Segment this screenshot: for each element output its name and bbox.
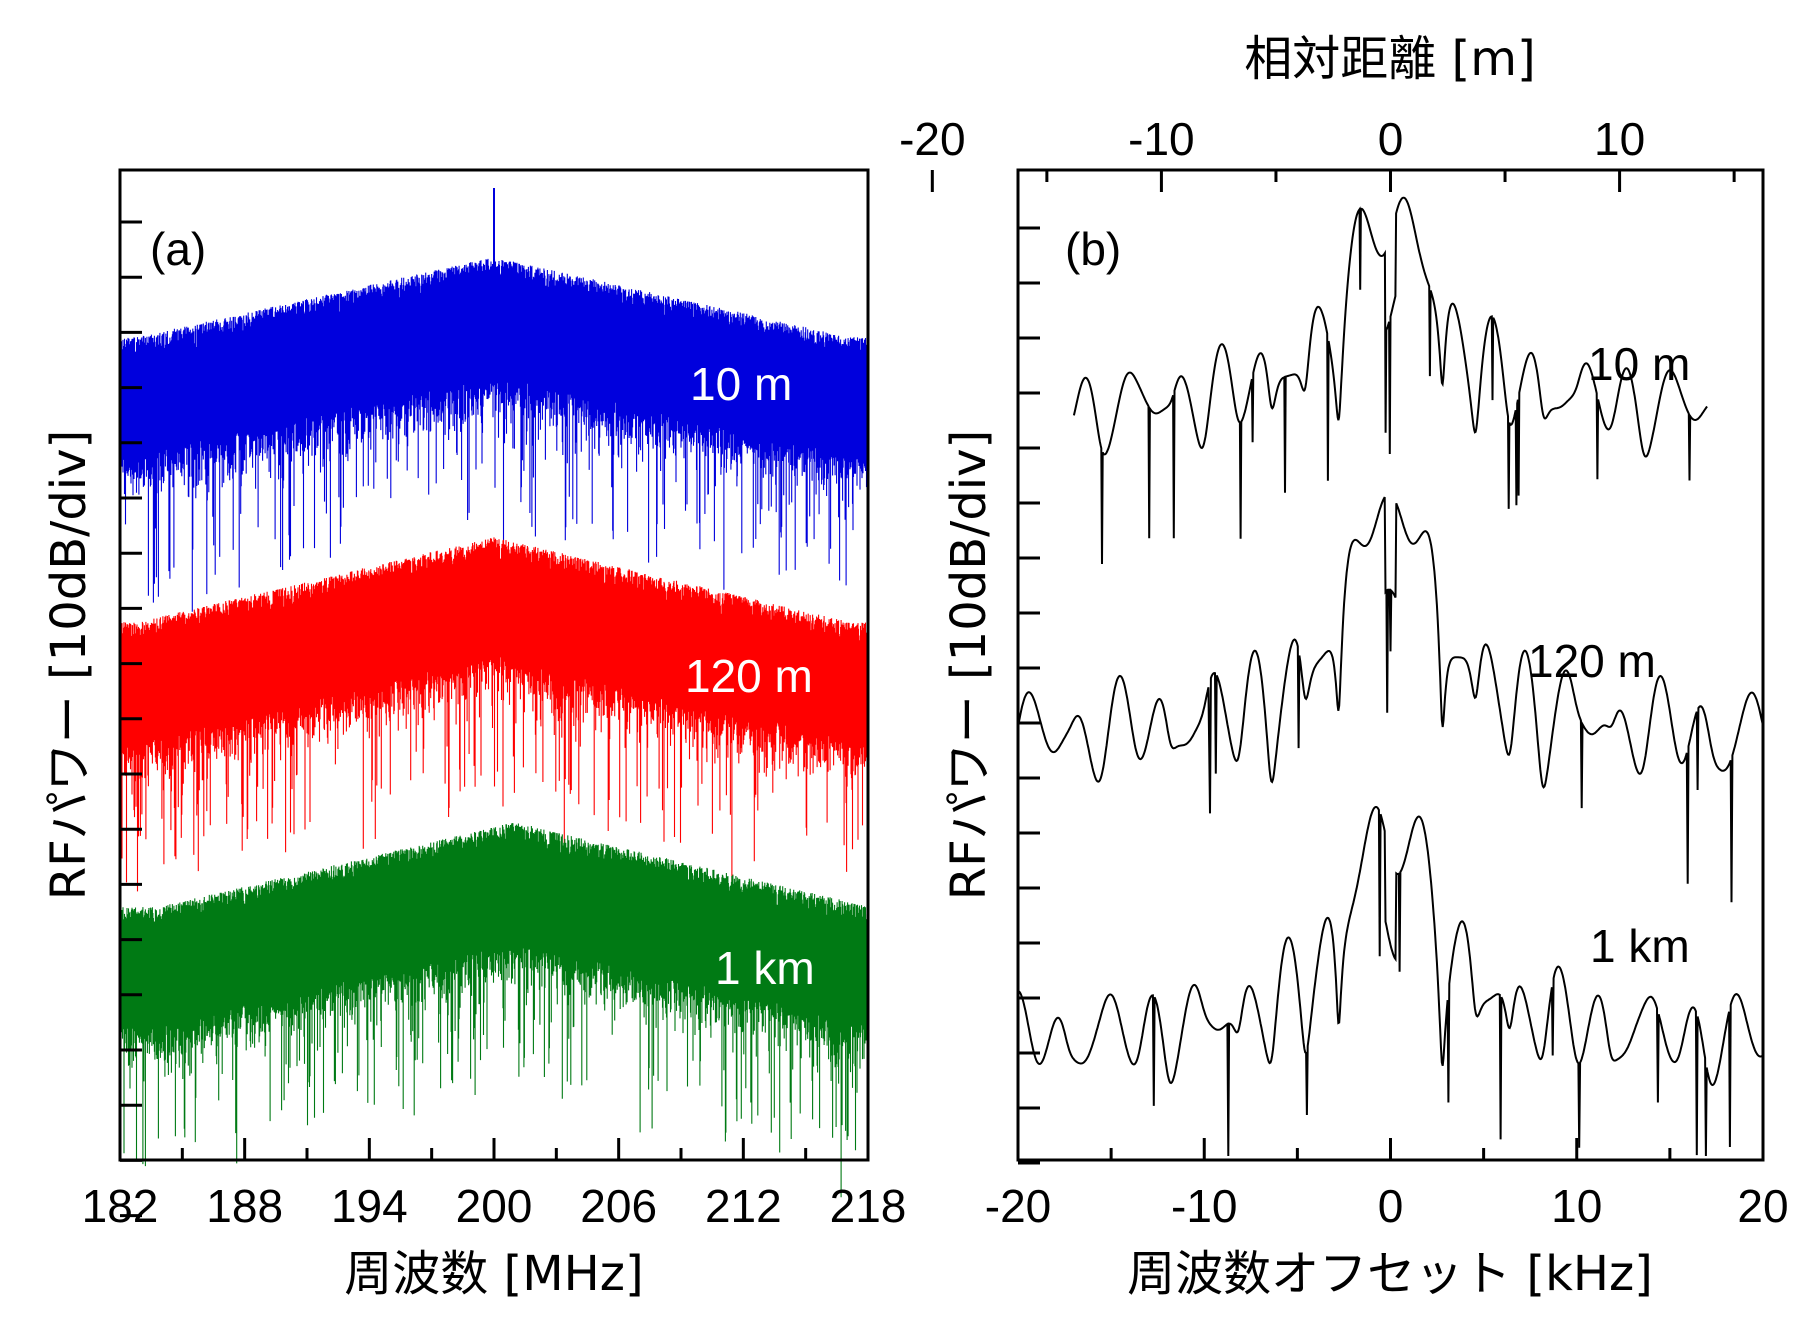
panel-a-series-label-120m: 120 m bbox=[685, 650, 813, 702]
panel-b-x-ticks: -20 -10 0 10 20 bbox=[985, 1138, 1789, 1232]
panel-a-label: (a) bbox=[150, 223, 206, 275]
panel-a-x-tick-label: 200 bbox=[456, 1180, 533, 1232]
panel-b-x-tick-label: 10 bbox=[1551, 1180, 1602, 1232]
panel-b-y-axis-title: RFパワー [10dB/div] bbox=[941, 430, 997, 901]
panel-b-x-tick-label: 0 bbox=[1378, 1180, 1404, 1232]
panel-b-x-tick-label: 20 bbox=[1737, 1180, 1788, 1232]
panel-b-series-120m bbox=[1017, 496, 1764, 903]
panel-b: -20 -10 0 10 20 -20 -10 0 10 20 (b) RFパワー [10dB/… bbox=[899, 31, 1789, 1302]
panel-a-series-label-10m: 10 m bbox=[690, 358, 792, 410]
panel-a-x-axis-title: 周波数 [MHz] bbox=[344, 1246, 643, 1302]
panel-b-top-x-tick-label: 0 bbox=[1378, 113, 1404, 165]
panel-b-x-axis-title: 周波数オフセット [kHz] bbox=[1127, 1246, 1653, 1302]
panel-a-x-ticks: 182 188 194 200 206 212 218 bbox=[82, 1138, 907, 1232]
panel-a-y-ticks bbox=[120, 220, 142, 1218]
panel-b-top-x-tick-label: 10 bbox=[1594, 113, 1645, 165]
panel-b-x-tick-label: -10 bbox=[1171, 1180, 1237, 1232]
panel-a-x-tick-label: 218 bbox=[830, 1180, 907, 1232]
panel-a-x-tick-label: 212 bbox=[705, 1180, 782, 1232]
panel-b-top-x-tick-label: -10 bbox=[1128, 113, 1194, 165]
panel-b-series-label-1km: 1 km bbox=[1590, 920, 1690, 972]
panel-a-x-tick-label: 206 bbox=[580, 1180, 657, 1232]
panel-a: 182 188 194 200 206 212 218 (a) RFパワー [10dB/di… bbox=[41, 168, 907, 1302]
panel-a-x-tick-label: 194 bbox=[331, 1180, 408, 1232]
panel-b-series-10m bbox=[1072, 196, 1708, 565]
panel-b-series-1km bbox=[1017, 806, 1764, 1157]
panel-b-y-ticks bbox=[1018, 226, 1040, 1165]
panel-a-x-tick-label: 188 bbox=[206, 1180, 283, 1232]
panel-b-top-x-tick-label: -20 bbox=[899, 113, 965, 165]
panel-a-series-label-1km: 1 km bbox=[715, 942, 815, 994]
panel-b-x-tick-label: -20 bbox=[985, 1180, 1051, 1232]
panel-b-series-label-10m: 10 m bbox=[1588, 338, 1690, 390]
panel-b-series-label-120m: 120 m bbox=[1528, 635, 1656, 687]
panel-b-top-axis-title: 相対距離 [m] bbox=[1244, 31, 1535, 87]
panel-a-x-tick-label: 182 bbox=[82, 1180, 159, 1232]
panel-b-label: (b) bbox=[1065, 223, 1121, 275]
panel-b-traces bbox=[1017, 196, 1764, 1157]
panel-a-y-axis-title: RFパワー [10dB/div] bbox=[41, 430, 97, 901]
